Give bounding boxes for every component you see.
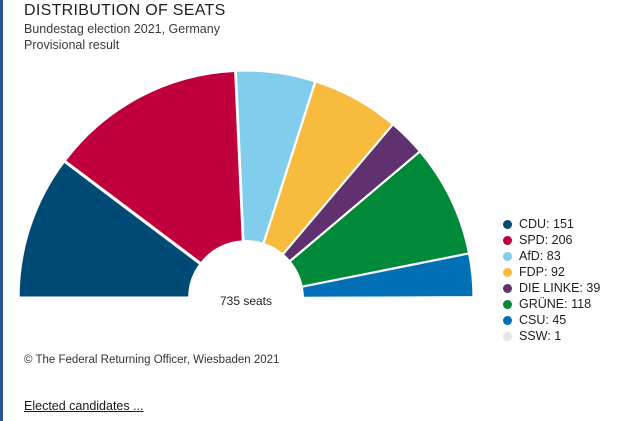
seat-segment-spd[interactable]: [64, 70, 244, 265]
chart-title: DISTRIBUTION OF SEATS: [24, 2, 226, 19]
legend-dot-icon: [503, 251, 512, 261]
frame-border: [0, 0, 3, 421]
legend-dot-icon: [503, 299, 512, 309]
legend-dot-icon: [503, 267, 512, 277]
legend-label: CSU: 45: [519, 313, 567, 327]
legend-item-fdp[interactable]: FDP: 92: [503, 264, 600, 280]
legend-label: AfD: 83: [519, 249, 561, 263]
seat-segment-gr-ne[interactable]: [288, 150, 470, 288]
legend-dot-icon: [503, 219, 512, 229]
legend-dot-icon: [503, 235, 512, 245]
legend-item-gr-ne[interactable]: GRÜNE: 118: [503, 296, 600, 312]
legend-dot-icon: [503, 331, 512, 341]
total-seats-label: 735 seats: [220, 294, 272, 308]
legend-dot-icon: [503, 315, 512, 325]
subtitle-line-1: Bundestag election 2021, Germany: [24, 22, 220, 36]
legend-label: GRÜNE: 118: [519, 297, 592, 311]
legend-item-ssw[interactable]: SSW: 1: [503, 328, 600, 344]
chart-subtitle: Bundestag election 2021, Germany Provisi…: [24, 21, 220, 53]
seat-segment-afd[interactable]: [235, 70, 316, 245]
legend-item-csu[interactable]: CSU: 45: [503, 312, 600, 328]
copyright-note: © The Federal Returning Officer, Wiesbad…: [24, 354, 280, 366]
legend-label: DIE LINKE: 39: [519, 281, 601, 295]
legend-label: FDP: 92: [519, 265, 565, 279]
legend-item-afd[interactable]: AfD: 83: [503, 248, 600, 264]
seat-segment-ssw[interactable]: [302, 296, 474, 299]
legend-item-die-linke[interactable]: DIE LINKE: 39: [503, 280, 600, 296]
elected-candidates-link[interactable]: Elected candidates ...: [24, 399, 144, 413]
legend-label: SPD: 206: [519, 233, 573, 247]
legend-item-spd[interactable]: SPD: 206: [503, 232, 600, 248]
chart-legend: CDU: 151 SPD: 206 AfD: 83 FDP: 92 DIE LINKE:…: [503, 216, 600, 344]
legend-label: CDU: 151: [519, 217, 574, 231]
subtitle-line-2: Provisional result: [24, 38, 120, 52]
legend-label: SSW: 1: [519, 329, 562, 343]
legend-item-cdu[interactable]: CDU: 151: [503, 216, 600, 232]
seat-segment-cdu[interactable]: [18, 160, 202, 299]
legend-dot-icon: [503, 283, 512, 293]
